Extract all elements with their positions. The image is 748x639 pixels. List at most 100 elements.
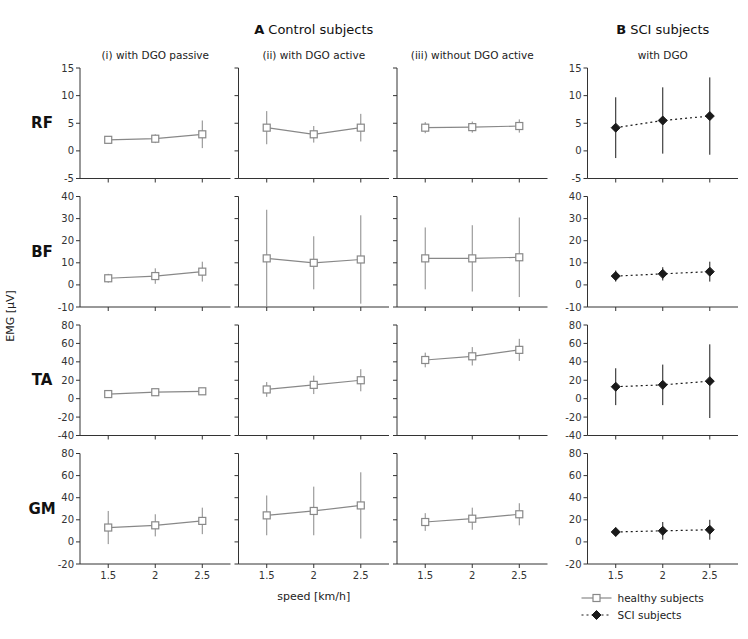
plot-area [611,77,714,158]
x-tick [662,179,663,183]
x-tick-label: 1.5 [417,570,433,581]
x-tick [202,307,203,311]
x-tick [155,564,156,568]
data-point [310,507,317,514]
y-tick [584,218,588,219]
y-tick [393,380,397,381]
y-tick [235,361,239,362]
y-tick [76,262,80,263]
y-tick [584,417,588,418]
y-tick [76,497,80,498]
y-tick [584,453,588,454]
y-tick-label: 15 [569,63,582,74]
y-tick [393,475,397,476]
y-tick [235,123,239,124]
plot-area [263,210,364,307]
panel: -5051015 [61,63,230,185]
y-tick [584,178,588,179]
x-tick [472,179,473,183]
data-point [516,346,523,353]
data-point [357,256,364,263]
y-tick [76,435,80,436]
y-axis-line [397,454,398,565]
y-tick [235,417,239,418]
y-tick-label: -20 [58,559,74,570]
y-tick [584,262,588,263]
data-point [422,255,429,262]
y-tick-label: 40 [569,492,582,503]
y-tick [584,196,588,197]
legend-label: SCI subjects [618,609,682,621]
row-label: TA [32,371,53,389]
y-tick [235,380,239,381]
y-tick [235,541,239,542]
x-tick [313,564,314,568]
x-tick [615,179,616,183]
x-tick [519,179,520,183]
data-point [611,382,620,391]
data-point [705,525,714,534]
y-tick [235,68,239,69]
y-tick [584,343,588,344]
y-tick-label: 40 [61,191,74,202]
y-tick [76,380,80,381]
data-point [469,515,476,522]
y-tick [584,307,588,308]
y-tick [235,262,239,263]
plot-area [422,339,523,368]
y-tick [235,240,239,241]
y-tick-label: 0 [575,536,581,547]
y-axis-line [587,454,588,565]
data-point [658,380,667,389]
plot-area [263,472,364,538]
y-tick [393,417,397,418]
data-point [469,353,476,360]
y-tick-label: 60 [61,338,74,349]
y-tick [76,361,80,362]
y-tick [235,519,239,520]
plot-area [263,369,364,397]
data-point [658,526,667,535]
y-tick [584,284,588,285]
y-tick-label: 0 [575,279,581,290]
y-tick-label: 80 [61,448,74,459]
data-point [357,502,364,509]
y-tick [76,123,80,124]
data-point [469,255,476,262]
y-tick [584,123,588,124]
panel: -10010203040 [58,191,231,313]
x-tick-label: 2.5 [511,570,527,581]
y-tick-label: -5 [572,173,582,184]
data-point [310,259,317,266]
data-point [105,275,112,282]
figure: -5051015(i) with DGO passiveA Control su… [0,0,748,639]
x-tick-label: 2.5 [194,570,210,581]
data-point [469,124,476,131]
x-tick-label: 2.5 [353,570,369,581]
y-tick [393,178,397,179]
y-tick-label: 60 [61,470,74,481]
panel-title: (ii) with DGO active [262,49,365,61]
y-tick [393,218,397,219]
y-tick-label: 20 [569,235,582,246]
y-tick [235,398,239,399]
data-point [705,267,714,276]
data-point [263,512,270,519]
plot-area [422,119,523,133]
x-tick [472,564,473,568]
y-tick [393,343,397,344]
data-point [705,112,714,121]
y-tick [235,497,239,498]
y-tick [393,68,397,69]
data-point [199,517,206,524]
y-tick-label: 0 [68,279,74,290]
y-tick [393,240,397,241]
y-tick-label: 10 [569,257,582,268]
y-tick-label: 40 [569,356,582,367]
y-tick [393,564,397,565]
y-tick-label: 15 [61,63,74,74]
y-tick [76,453,80,454]
data-point [263,124,270,131]
data-point [105,391,112,398]
y-tick [76,475,80,476]
